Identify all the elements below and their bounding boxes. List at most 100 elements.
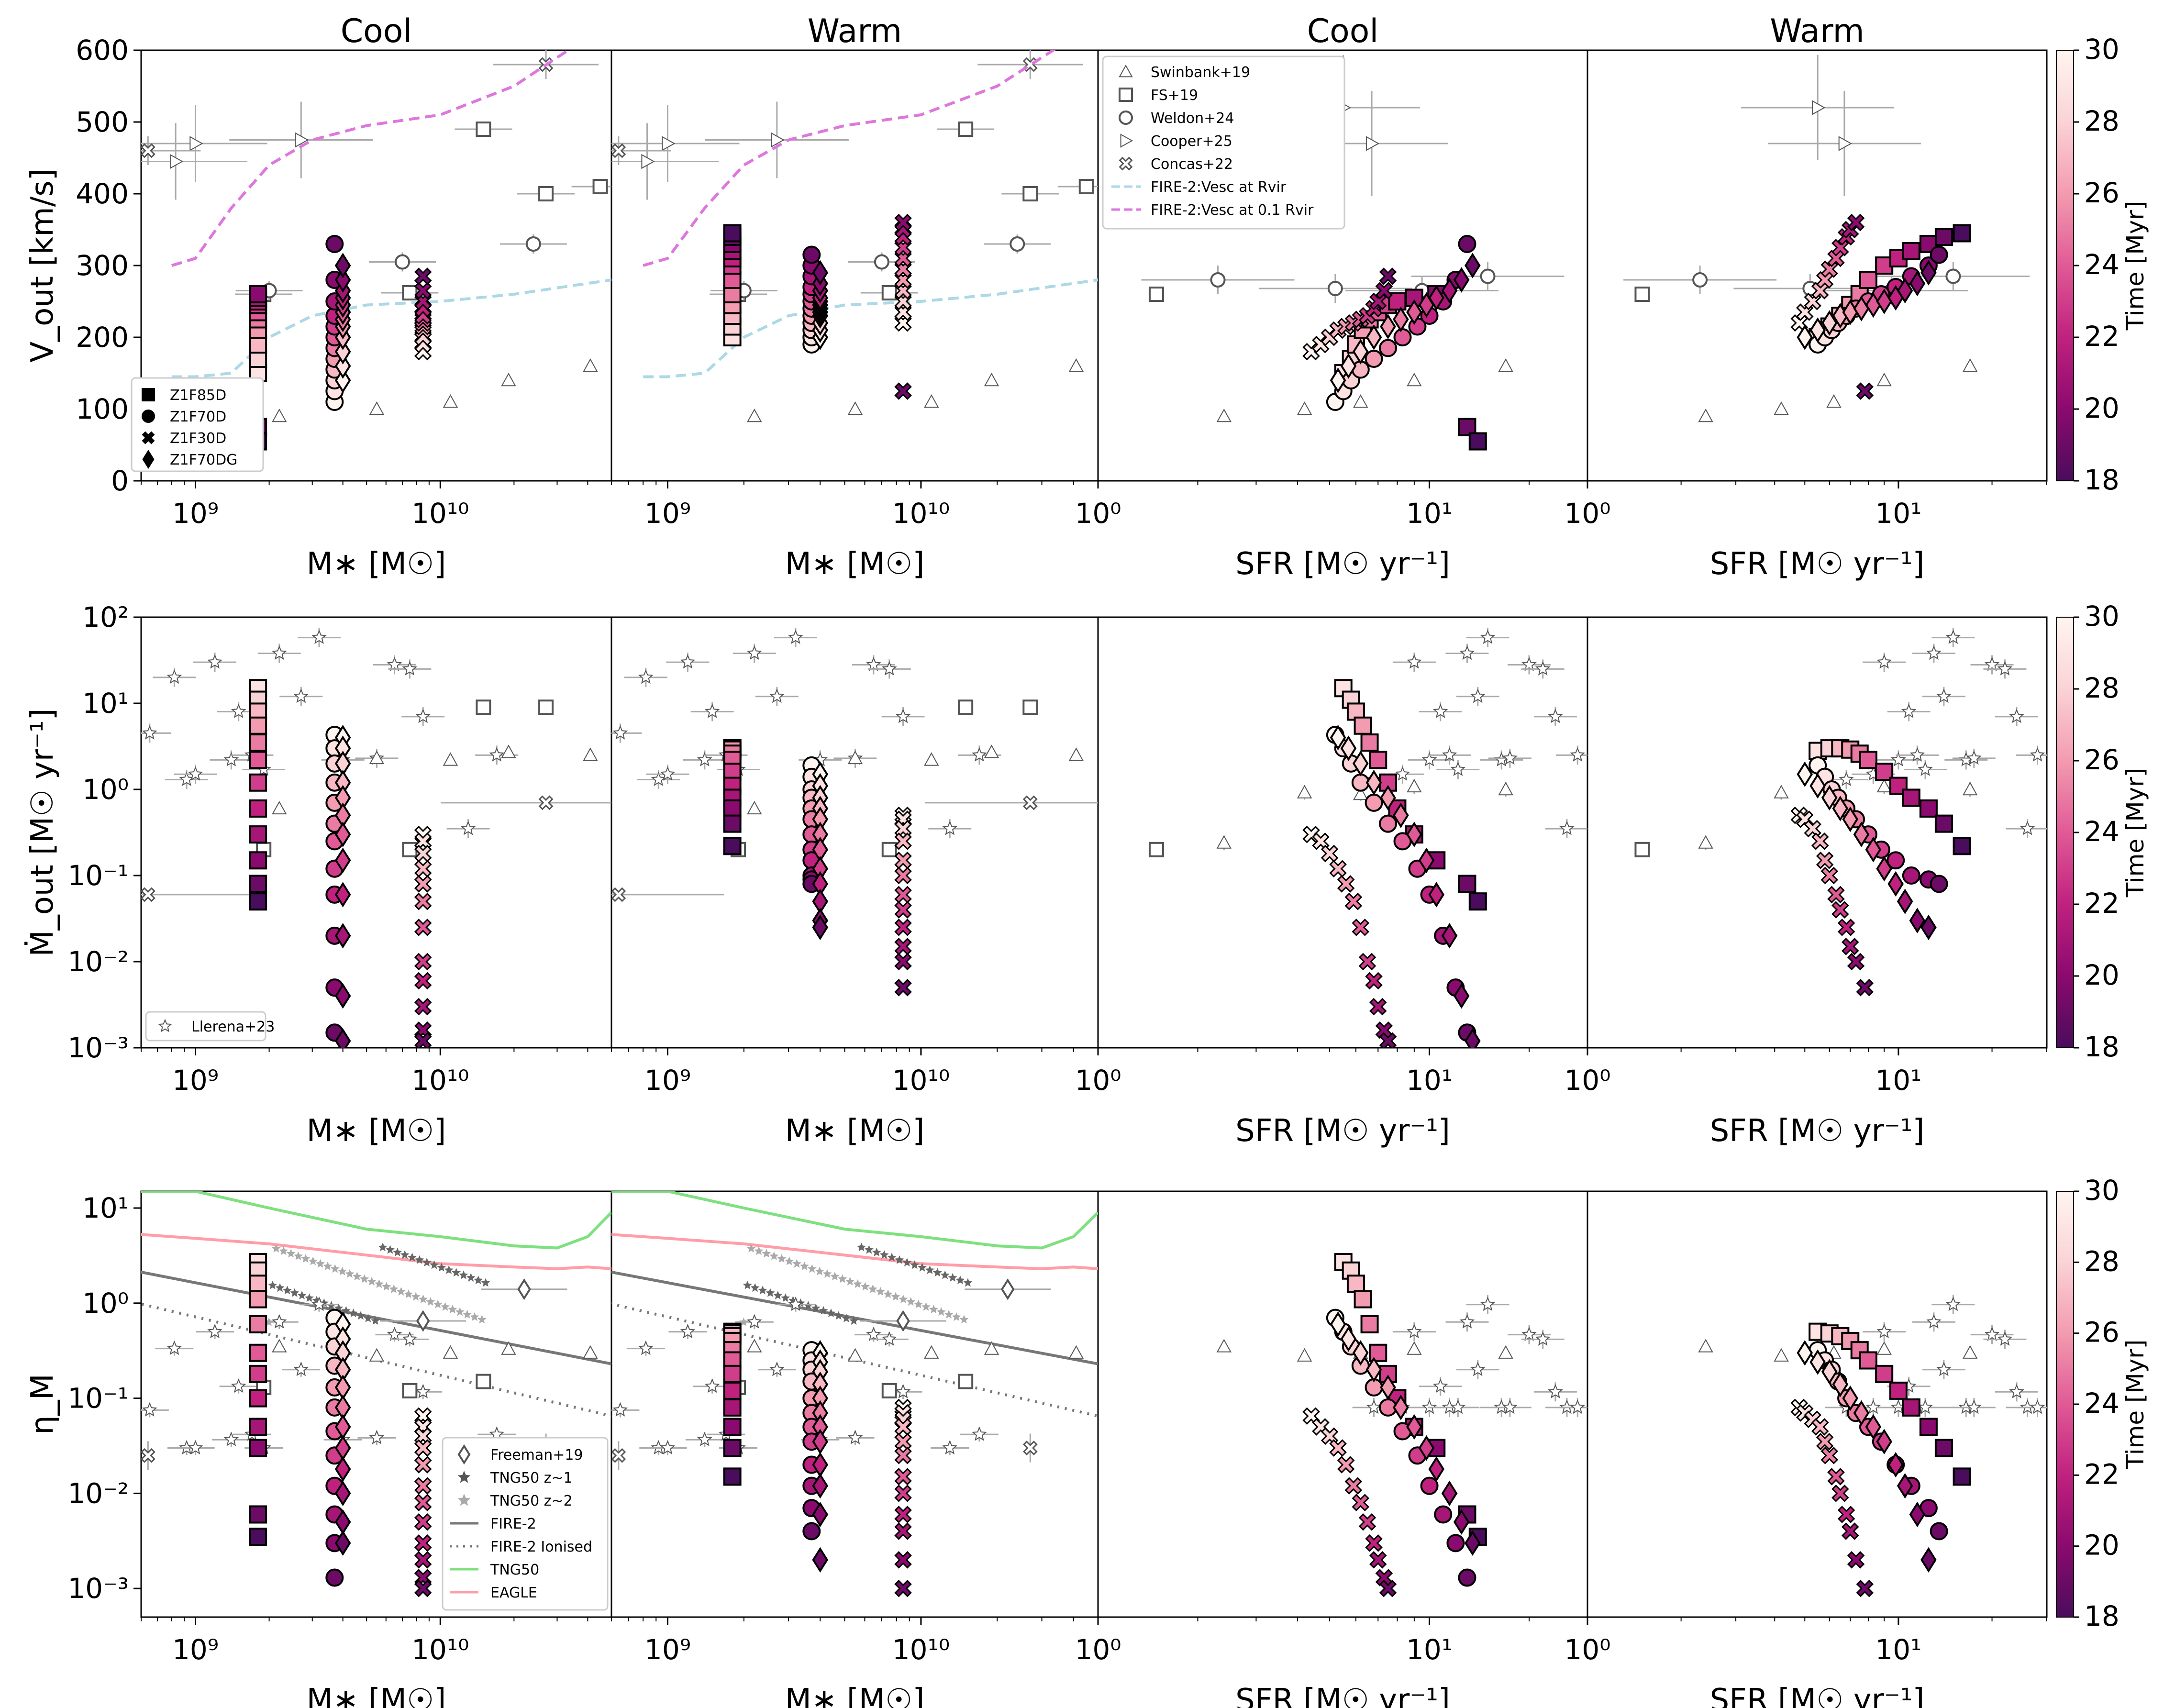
z1f70dg-marker [1832, 796, 1849, 821]
observation-marker [874, 254, 889, 270]
observation-marker [704, 703, 720, 718]
observation-marker [179, 771, 194, 786]
simulation-series [1790, 739, 1971, 997]
colorbar-label: Time [Myr] [2121, 768, 2149, 898]
observation-marker [1891, 752, 1906, 766]
x-tick-label: 10⁹ [172, 1064, 219, 1097]
z1f85d-marker [249, 1315, 267, 1333]
observations-eta [1698, 1295, 2047, 1417]
z1f30d-marker [414, 1534, 432, 1552]
observation-marker [1407, 372, 1422, 387]
tng50-star [308, 1256, 318, 1265]
simulation-series [723, 213, 912, 400]
x-tick-label: 10⁰ [1564, 1064, 1610, 1097]
simulation-series [249, 679, 432, 1048]
z1f70dg-marker [1842, 806, 1859, 832]
z1f85d-marker [1919, 799, 1938, 818]
x-tick-label: 10¹ [1875, 497, 1921, 530]
tng50-star [758, 1286, 767, 1295]
z1f85d-marker [249, 1343, 267, 1362]
z1f85d-marker [1934, 1439, 1953, 1457]
observation-marker [369, 1348, 385, 1362]
z1f85d-marker [1354, 716, 1372, 735]
observations-vout-mass [611, 50, 1098, 422]
observation-marker [1459, 645, 1475, 660]
z1f70dg-marker [1797, 324, 1813, 350]
panel-title: Cool [1307, 12, 1379, 50]
tng50-star [323, 1261, 333, 1270]
legend-marker [1119, 64, 1133, 78]
legend-marker [142, 388, 155, 401]
observation-marker [1407, 654, 1422, 669]
observation-marker [1297, 401, 1312, 415]
z1f70dg-marker [1809, 773, 1826, 799]
simulation-series [1302, 679, 1487, 1048]
observation-marker [142, 725, 157, 740]
observation-marker [1148, 842, 1164, 857]
z1f30d-marker [894, 901, 912, 919]
observation-marker [612, 725, 628, 740]
tng50-star [430, 1260, 439, 1269]
observation-marker [1022, 699, 1038, 715]
tng50-star [345, 1269, 355, 1278]
observation-marker [272, 1339, 287, 1353]
observation-marker [1698, 1339, 1713, 1353]
z1f30d-marker [414, 972, 432, 990]
observation-marker [1407, 1341, 1422, 1355]
colorbar-tick-label: 26 [2084, 1316, 2120, 1349]
observation-marker [295, 132, 309, 148]
tng50-star [826, 1309, 836, 1318]
z1f30d-marker [414, 267, 432, 285]
observation-legend [1102, 55, 1345, 230]
observation-marker [1997, 661, 2013, 676]
observation-marker [231, 703, 246, 718]
observation-marker [1918, 761, 1933, 776]
legend-label: FS+19 [1151, 87, 1198, 104]
z1f70dg-marker [1393, 306, 1409, 333]
simulation-series [723, 739, 912, 997]
observation-marker [1022, 1441, 1038, 1455]
observation-marker [1078, 179, 1094, 194]
observation-marker [1966, 1399, 1982, 1414]
eta-legend [442, 1437, 609, 1611]
observation-marker [1966, 750, 1982, 765]
tng50-star [463, 1309, 472, 1319]
x-tick-label: 10⁰ [1075, 1064, 1121, 1097]
tng50-star [415, 1255, 424, 1264]
observation-marker [1470, 1362, 1486, 1376]
tng50-star [470, 1312, 479, 1321]
z1f70dg-marker [1876, 1429, 1892, 1454]
observation-marker [1901, 703, 1917, 718]
y-tick-label: 10¹ [82, 687, 129, 720]
z1f70d-marker [1379, 814, 1398, 833]
z1f70d-marker [1902, 866, 1920, 885]
observation-marker [1521, 656, 1537, 671]
z1f30d-marker [1358, 953, 1376, 971]
panel-title: Warm [808, 12, 902, 50]
tng50-star [433, 1299, 443, 1309]
x-tick-label: 10⁹ [172, 497, 219, 530]
observation-marker [660, 1440, 676, 1455]
legend-marker [142, 450, 155, 469]
z1f70dg-marker [334, 367, 351, 393]
observation-marker [402, 1331, 418, 1346]
observation-marker [141, 143, 155, 158]
legend-label: FIRE-2:Vesc at Rvir [1151, 179, 1287, 196]
observation-marker [293, 688, 309, 703]
z1f85d-marker [1953, 1467, 1971, 1486]
colorbar-tick-label: 24 [2084, 248, 2120, 281]
simulation-series [723, 1322, 912, 1597]
observation-marker [1480, 268, 1496, 284]
y-tick-label: 10⁰ [82, 1287, 129, 1320]
legend-label: TNG50 [490, 1562, 539, 1578]
model-line [643, 50, 1056, 267]
tng50-star [887, 1253, 897, 1262]
legend-label: Weldon+24 [1151, 110, 1234, 127]
observation-marker [958, 1374, 974, 1389]
z1f70d-marker [1446, 1534, 1465, 1553]
x-tick-label: 10⁹ [644, 1064, 691, 1097]
z1f30d-marker [414, 832, 432, 850]
observation-marker [769, 688, 785, 703]
observation-marker [538, 795, 554, 810]
tng50-star [754, 1246, 764, 1255]
